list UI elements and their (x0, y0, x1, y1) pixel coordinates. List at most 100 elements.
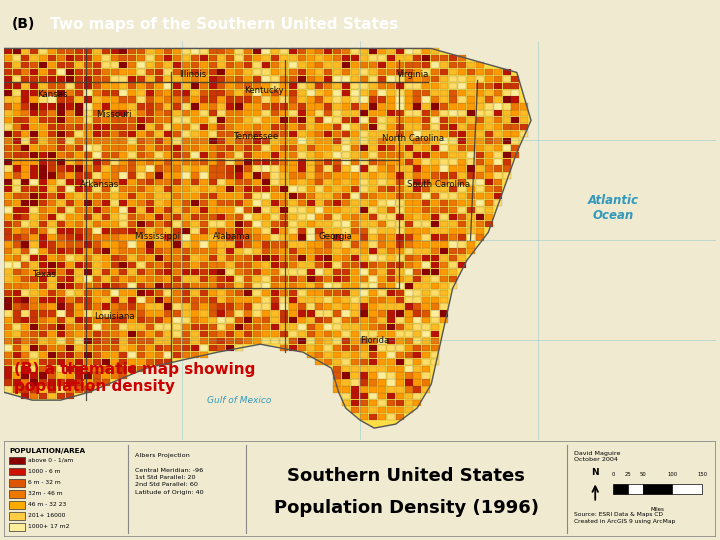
Bar (12, 221, 21, 227)
Bar (9, 456, 25, 464)
Bar (146, 283, 154, 289)
Bar (280, 214, 288, 220)
Bar (280, 255, 288, 261)
Bar (155, 186, 163, 192)
Bar (342, 248, 350, 254)
Bar (396, 359, 404, 365)
Bar (262, 172, 270, 179)
Bar (458, 97, 466, 103)
Bar (217, 296, 225, 303)
Bar (217, 269, 225, 275)
Bar (181, 186, 190, 192)
Bar (360, 83, 368, 89)
Bar (333, 186, 341, 192)
Bar (84, 269, 92, 275)
Bar (191, 296, 199, 303)
Bar (423, 221, 431, 227)
Bar (503, 83, 510, 89)
Bar (173, 159, 181, 165)
Bar (181, 345, 190, 351)
Bar (30, 303, 38, 309)
Bar (22, 152, 30, 158)
Bar (12, 331, 21, 338)
Bar (360, 283, 368, 289)
Bar (333, 97, 341, 103)
Bar (449, 221, 457, 227)
Bar (128, 241, 136, 247)
Bar (120, 55, 127, 61)
Text: 50: 50 (639, 472, 646, 477)
Bar (351, 310, 359, 316)
Bar (138, 345, 145, 351)
Bar (423, 386, 431, 393)
Bar (307, 138, 315, 144)
Bar (217, 69, 225, 75)
Bar (387, 90, 395, 96)
Bar (120, 324, 127, 330)
Bar (12, 303, 21, 309)
Bar (146, 262, 154, 268)
Bar (360, 117, 368, 123)
Bar (423, 62, 431, 68)
Bar (297, 221, 306, 227)
Bar (431, 55, 439, 61)
Bar (155, 152, 163, 158)
Bar (494, 200, 502, 206)
Bar (155, 303, 163, 309)
Bar (4, 48, 12, 55)
Bar (440, 152, 449, 158)
Bar (164, 124, 172, 130)
Bar (226, 69, 235, 75)
Bar (351, 131, 359, 137)
Bar (93, 248, 101, 254)
Bar (155, 276, 163, 282)
Bar (12, 200, 21, 206)
Bar (217, 131, 225, 137)
Bar (396, 186, 404, 192)
Bar (342, 124, 350, 130)
Bar (146, 269, 154, 275)
Bar (289, 76, 297, 82)
Bar (485, 124, 492, 130)
Bar (138, 366, 145, 372)
Bar (333, 283, 341, 289)
Bar (387, 83, 395, 89)
Bar (146, 138, 154, 144)
Bar (485, 172, 492, 179)
Bar (181, 55, 190, 61)
Bar (226, 255, 235, 261)
Bar (440, 165, 449, 172)
Bar (75, 138, 83, 144)
Bar (387, 393, 395, 400)
Bar (280, 152, 288, 158)
Bar (40, 48, 48, 55)
Bar (405, 200, 413, 206)
Bar (128, 276, 136, 282)
Bar (324, 152, 333, 158)
Bar (181, 234, 190, 241)
Bar (289, 318, 297, 323)
Bar (449, 124, 457, 130)
Bar (342, 289, 350, 296)
Bar (75, 186, 83, 192)
Bar (253, 55, 261, 61)
Bar (396, 179, 404, 185)
Bar (93, 83, 101, 89)
Bar (378, 407, 386, 413)
Bar (458, 186, 466, 192)
Bar (22, 227, 30, 234)
Bar (467, 124, 475, 130)
Bar (120, 62, 127, 68)
Bar (155, 172, 163, 179)
Bar (75, 366, 83, 372)
Bar (387, 269, 395, 275)
Bar (235, 172, 243, 179)
Bar (413, 193, 421, 199)
Bar (262, 227, 270, 234)
Bar (405, 338, 413, 344)
Bar (164, 117, 172, 123)
Bar (209, 310, 217, 316)
Bar (333, 269, 341, 275)
Bar (40, 255, 48, 261)
Bar (102, 269, 109, 275)
